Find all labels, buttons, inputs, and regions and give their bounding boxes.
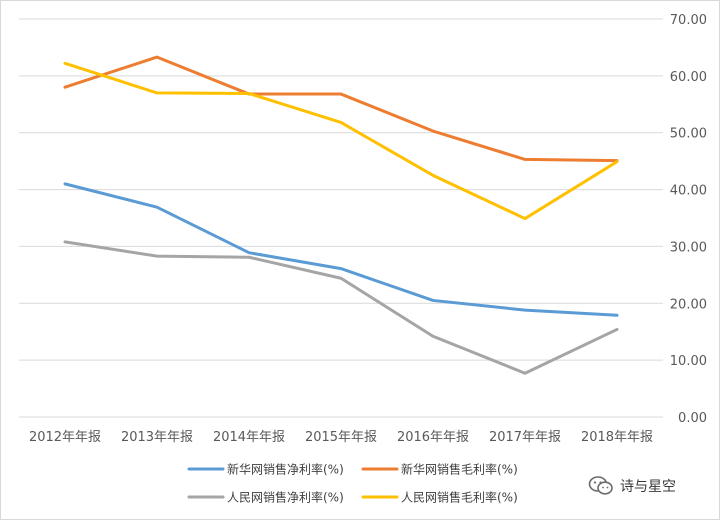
y-tick-label: 0.00 — [678, 411, 707, 426]
x-axis-ticks: 2012年年报 2013年年报 2014年年报 2015年年报 2016年年报 2017年… — [29, 430, 653, 445]
series-line-4 — [63, 61, 619, 221]
x-tick-label: 2018年年报 — [581, 430, 653, 445]
series-line-2 — [63, 55, 619, 163]
y-tick-label: 10.00 — [670, 354, 707, 369]
x-tick-label: 2012年年报 — [29, 430, 101, 445]
legend-label: 新华网销售净利率(%) — [227, 462, 344, 477]
x-tick-label: 2016年年报 — [397, 430, 469, 445]
y-tick-label: 50.00 — [670, 127, 707, 142]
legend: 新华网销售净利率(%) 新华网销售毛利率(%) 人民网销售净利率(%) 人民网销售毛利… — [187, 462, 518, 505]
wechat-icon — [588, 476, 613, 495]
y-tick-label: 60.00 — [670, 70, 707, 85]
series-line-1 — [63, 182, 619, 317]
y-tick-label: 70.00 — [670, 13, 707, 28]
y-tick-label: 30.00 — [670, 240, 707, 255]
gridlines — [19, 18, 663, 418]
x-tick-label: 2017年年报 — [489, 430, 561, 445]
legend-label: 人民网销售净利率(%) — [227, 490, 344, 505]
x-tick-label: 2015年年报 — [305, 430, 377, 445]
watermark: 诗与星空 — [588, 475, 676, 497]
y-axis-ticks: 0.00 10.00 20.00 30.00 40.00 50.00 60.00 70.00 — [670, 13, 707, 426]
series-lines — [63, 55, 619, 375]
x-tick-label: 2014年年报 — [213, 430, 285, 445]
y-tick-label: 40.00 — [670, 184, 707, 199]
series-line-3 — [63, 240, 619, 375]
legend-label: 人民网销售毛利率(%) — [401, 490, 518, 505]
y-tick-label: 20.00 — [670, 297, 707, 312]
x-tick-label: 2013年年报 — [121, 430, 193, 445]
legend-label: 新华网销售毛利率(%) — [401, 462, 518, 477]
watermark-text: 诗与星空 — [620, 479, 676, 495]
